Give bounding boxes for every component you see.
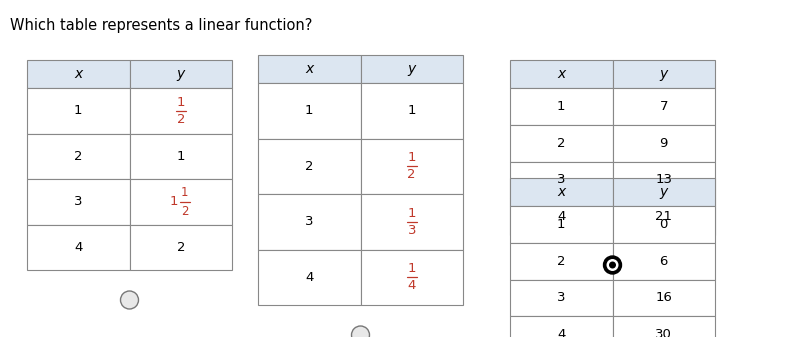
Text: x: x bbox=[74, 67, 82, 81]
Text: 3: 3 bbox=[74, 195, 82, 208]
Bar bbox=[258, 83, 361, 139]
Text: 2: 2 bbox=[557, 255, 566, 268]
Text: 1: 1 bbox=[170, 195, 178, 208]
Text: 2: 2 bbox=[181, 205, 189, 218]
Text: 3: 3 bbox=[557, 173, 566, 186]
Bar bbox=[361, 83, 463, 139]
Text: 1: 1 bbox=[407, 262, 416, 275]
Bar bbox=[510, 60, 613, 88]
Text: 9: 9 bbox=[659, 136, 668, 150]
Bar bbox=[258, 55, 361, 83]
Bar bbox=[130, 179, 232, 224]
Text: 21: 21 bbox=[655, 210, 672, 223]
Bar bbox=[613, 206, 715, 243]
Bar bbox=[613, 198, 715, 235]
Bar bbox=[27, 133, 130, 179]
Text: 2: 2 bbox=[557, 136, 566, 150]
Bar bbox=[361, 55, 463, 83]
Circle shape bbox=[606, 259, 618, 271]
Bar bbox=[258, 194, 361, 249]
Text: 1: 1 bbox=[177, 96, 185, 109]
Text: 1: 1 bbox=[181, 186, 189, 199]
Text: 3: 3 bbox=[407, 224, 416, 237]
Text: 3: 3 bbox=[305, 215, 314, 228]
Text: 16: 16 bbox=[655, 292, 672, 304]
Circle shape bbox=[351, 326, 370, 337]
Bar bbox=[130, 224, 232, 270]
Circle shape bbox=[121, 291, 138, 309]
Text: 30: 30 bbox=[655, 328, 672, 337]
Text: 1: 1 bbox=[557, 100, 566, 113]
Text: Which table represents a linear function?: Which table represents a linear function… bbox=[10, 18, 312, 33]
Text: 1: 1 bbox=[557, 218, 566, 231]
Text: 2: 2 bbox=[74, 150, 82, 163]
Bar bbox=[613, 243, 715, 279]
Text: y: y bbox=[177, 67, 185, 81]
Bar bbox=[130, 133, 232, 179]
Bar bbox=[510, 125, 613, 161]
Text: x: x bbox=[557, 67, 566, 81]
Text: 1: 1 bbox=[407, 207, 416, 220]
Bar bbox=[27, 60, 130, 88]
Text: 2: 2 bbox=[177, 241, 185, 254]
Text: 2: 2 bbox=[305, 160, 314, 173]
Text: 1: 1 bbox=[305, 104, 314, 117]
Bar bbox=[510, 88, 613, 125]
Bar bbox=[613, 60, 715, 88]
Text: 1: 1 bbox=[407, 151, 416, 164]
Bar bbox=[361, 194, 463, 249]
Text: 7: 7 bbox=[659, 100, 668, 113]
Bar bbox=[613, 178, 715, 206]
Bar bbox=[613, 316, 715, 337]
Text: 4: 4 bbox=[305, 271, 314, 284]
Text: y: y bbox=[408, 62, 416, 76]
Text: 4: 4 bbox=[74, 241, 82, 254]
Bar bbox=[510, 198, 613, 235]
Bar bbox=[510, 206, 613, 243]
Text: 3: 3 bbox=[557, 292, 566, 304]
Text: y: y bbox=[660, 185, 668, 199]
Bar bbox=[613, 279, 715, 316]
Bar bbox=[258, 139, 361, 194]
Bar bbox=[510, 279, 613, 316]
Text: x: x bbox=[557, 185, 566, 199]
Bar bbox=[510, 161, 613, 198]
Bar bbox=[361, 139, 463, 194]
Text: 2: 2 bbox=[407, 168, 416, 181]
Text: 4: 4 bbox=[407, 279, 416, 292]
Bar bbox=[613, 161, 715, 198]
Text: 4: 4 bbox=[557, 210, 566, 223]
Text: 1: 1 bbox=[74, 104, 82, 117]
Bar bbox=[510, 316, 613, 337]
Text: 1: 1 bbox=[177, 150, 185, 163]
Bar bbox=[130, 60, 232, 88]
Text: 0: 0 bbox=[659, 218, 668, 231]
Bar bbox=[27, 179, 130, 224]
Text: y: y bbox=[660, 67, 668, 81]
Text: 1: 1 bbox=[407, 104, 416, 117]
Bar bbox=[510, 178, 613, 206]
Text: x: x bbox=[305, 62, 314, 76]
Bar bbox=[613, 88, 715, 125]
Bar bbox=[258, 249, 361, 305]
Text: 13: 13 bbox=[655, 173, 672, 186]
Bar bbox=[510, 243, 613, 279]
Bar bbox=[27, 224, 130, 270]
Bar bbox=[361, 249, 463, 305]
Bar bbox=[27, 88, 130, 133]
Text: 4: 4 bbox=[557, 328, 566, 337]
Bar bbox=[613, 125, 715, 161]
Text: 6: 6 bbox=[659, 255, 668, 268]
Circle shape bbox=[603, 256, 622, 274]
Bar bbox=[130, 88, 232, 133]
Text: 2: 2 bbox=[177, 113, 185, 126]
Circle shape bbox=[609, 262, 616, 269]
